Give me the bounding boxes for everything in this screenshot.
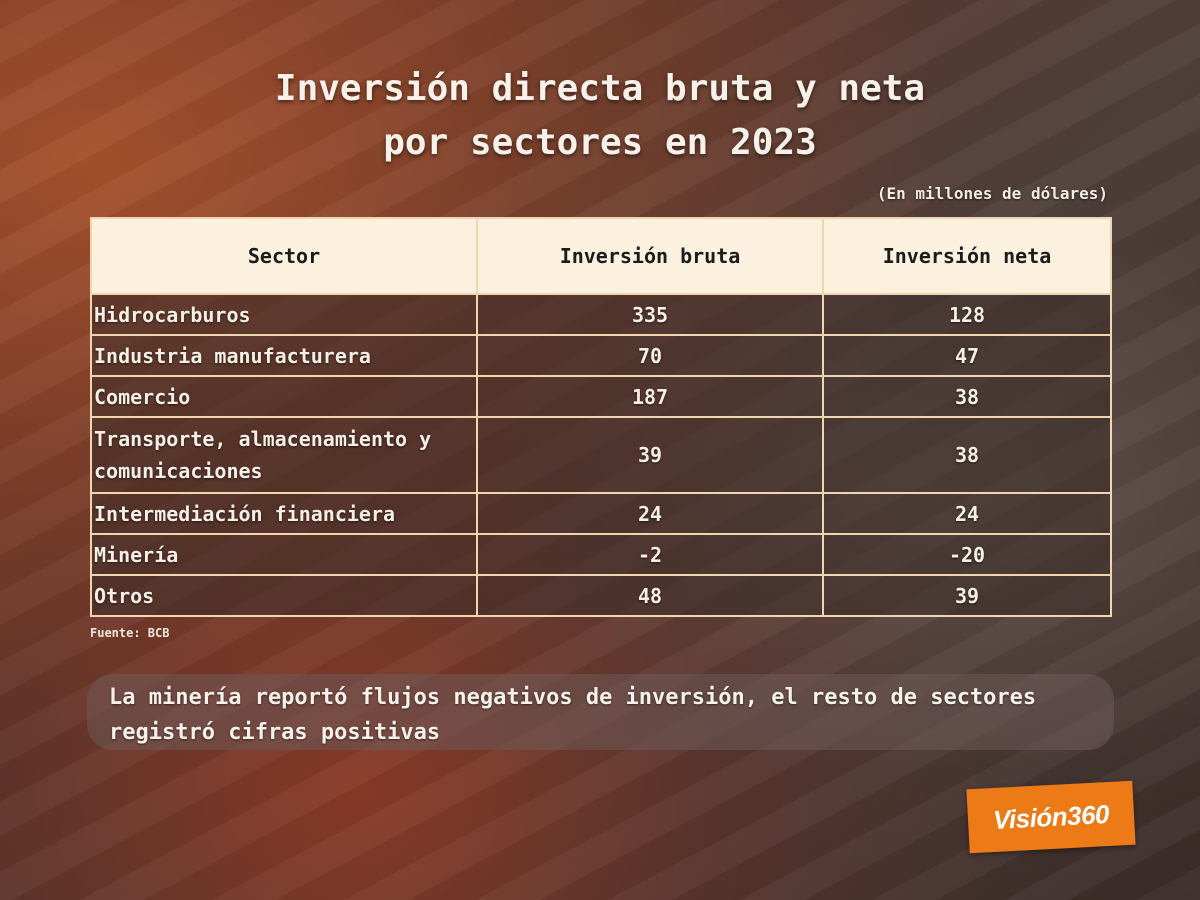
table-row: Minería -2 -20 xyxy=(90,533,1112,576)
sector-cell: Minería xyxy=(90,533,478,576)
sector-cell: Hidrocarburos xyxy=(90,293,478,336)
column-header-net: Inversión neta xyxy=(822,217,1112,295)
net-value-cell: 38 xyxy=(822,416,1112,494)
table-row: Industria manufacturera 70 47 xyxy=(90,334,1112,377)
gross-value-cell: 48 xyxy=(476,574,824,617)
sector-cell: Intermediación financiera xyxy=(90,492,478,535)
unit-note: (En millones de dólares) xyxy=(876,184,1108,203)
caption-box: La minería reportó flujos negativos de i… xyxy=(87,674,1114,750)
source-note: Fuente: BCB xyxy=(90,626,170,640)
gross-value-cell: 335 xyxy=(476,293,824,336)
net-value-cell: 38 xyxy=(822,375,1112,418)
gross-value-cell: -2 xyxy=(476,533,824,576)
gross-value-cell: 24 xyxy=(476,492,824,535)
table-row: Transporte, almacenamiento y comunicacio… xyxy=(90,416,1112,494)
investment-table: Sector Inversión bruta Inversión neta Hi… xyxy=(90,217,1112,617)
net-value-cell: 39 xyxy=(822,574,1112,617)
net-value-cell: 24 xyxy=(822,492,1112,535)
caption-text: La minería reportó flujos negativos de i… xyxy=(109,685,1037,745)
title-line-2: por sectores en 2023 xyxy=(383,122,817,163)
net-value-cell: 128 xyxy=(822,293,1112,336)
column-header-sector: Sector xyxy=(90,217,478,295)
table-row: Hidrocarburos 335 128 xyxy=(90,293,1112,336)
table-row: Comercio 187 38 xyxy=(90,375,1112,418)
gross-value-cell: 187 xyxy=(476,375,824,418)
sector-cell: Industria manufacturera xyxy=(90,334,478,377)
table-header-row: Sector Inversión bruta Inversión neta xyxy=(90,217,1112,295)
vision360-logo: Visión360 xyxy=(966,780,1136,854)
gross-value-cell: 39 xyxy=(476,416,824,494)
net-value-cell: -20 xyxy=(822,533,1112,576)
gross-value-cell: 70 xyxy=(476,334,824,377)
table-row: Otros 48 39 xyxy=(90,574,1112,617)
title-line-1: Inversión directa bruta y neta xyxy=(274,68,926,109)
logo-text: Visión360 xyxy=(992,798,1110,835)
sector-cell: Transporte, almacenamiento y comunicacio… xyxy=(90,416,478,494)
chart-title: Inversión directa bruta y neta por secto… xyxy=(0,62,1200,170)
table-row: Intermediación financiera 24 24 xyxy=(90,492,1112,535)
sector-cell: Comercio xyxy=(90,375,478,418)
sector-cell: Otros xyxy=(90,574,478,617)
net-value-cell: 47 xyxy=(822,334,1112,377)
column-header-gross: Inversión bruta xyxy=(476,217,824,295)
